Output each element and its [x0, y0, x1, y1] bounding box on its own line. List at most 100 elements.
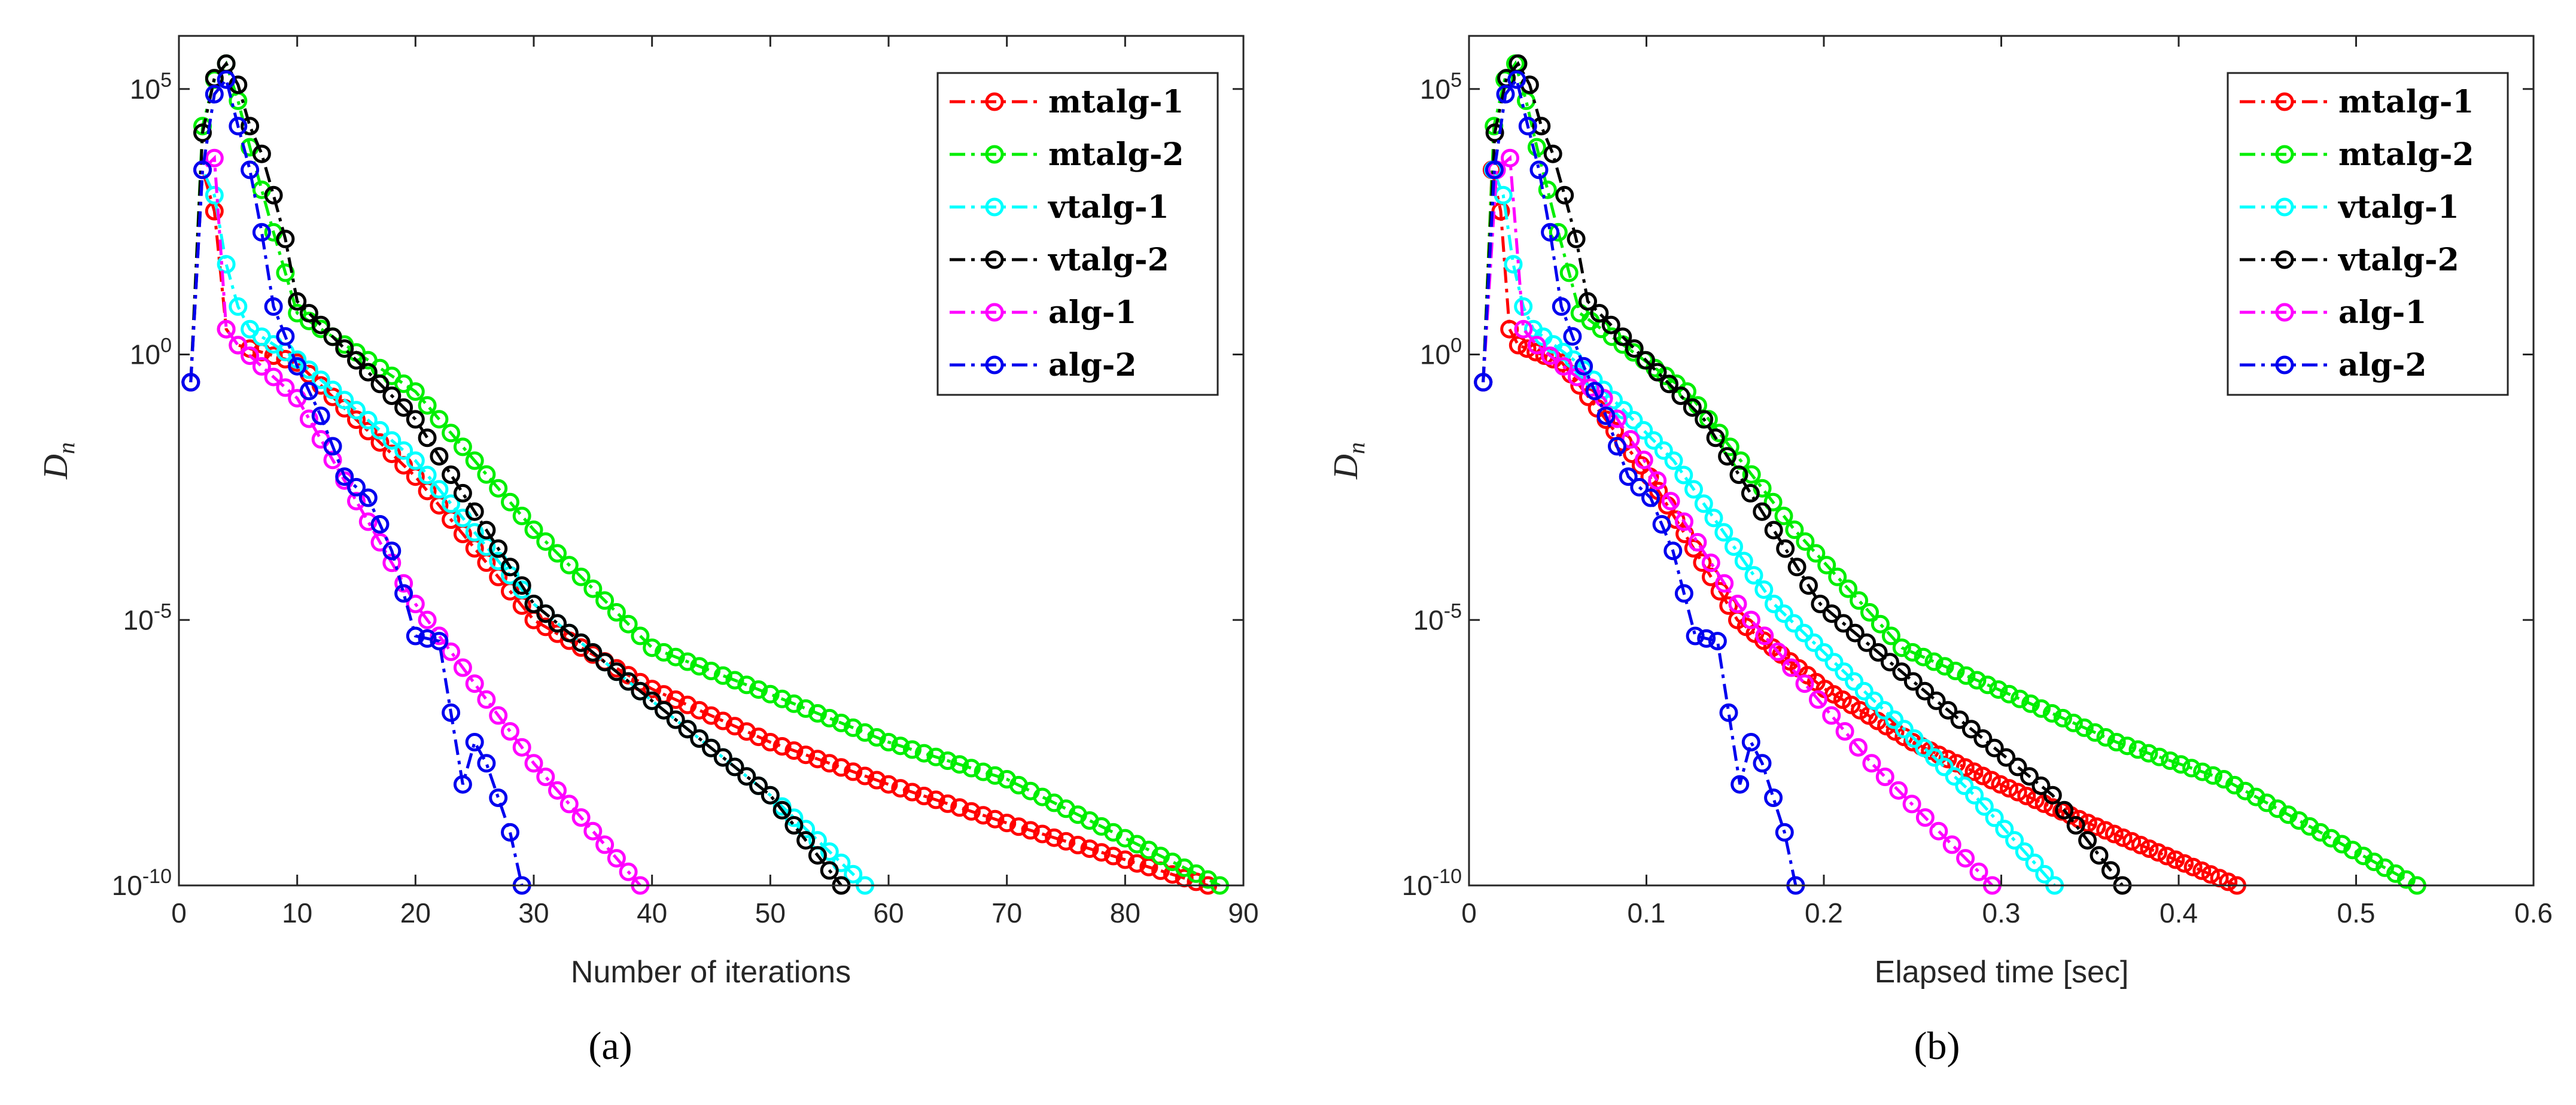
legend-box [936, 72, 1219, 396]
data-point [1567, 229, 1586, 248]
data-point [299, 360, 318, 379]
y-tick-label: 10-5 [123, 599, 172, 635]
data-point [1741, 483, 1760, 503]
series-line [1482, 60, 2124, 887]
data-point [2025, 853, 2044, 872]
data-point [2017, 787, 2036, 805]
data-point [1706, 428, 1725, 448]
data-point [1889, 781, 1908, 800]
legend-item-alg-2: alg-2 [950, 347, 1137, 383]
data-point [1663, 541, 1683, 561]
data-point [1989, 680, 2008, 699]
data-point [2005, 831, 2024, 850]
data-point [1862, 754, 1881, 773]
data-point [737, 767, 756, 786]
data-point [914, 744, 933, 763]
data-point [418, 629, 437, 648]
data-point [1634, 450, 1653, 470]
data-point [2204, 766, 2222, 785]
data-point [1683, 398, 1702, 417]
data-point [252, 357, 271, 376]
legend-item-vtalg-2: vtalg-2 [2240, 242, 2459, 278]
data-point [453, 658, 472, 677]
data-point [879, 733, 898, 751]
data-point [501, 558, 519, 577]
data-point [1808, 690, 1827, 709]
legend-label: alg-1 [2338, 294, 2427, 331]
data-point [595, 653, 615, 672]
legend-label: mtalg-2 [1048, 136, 1184, 173]
x-tick-label: 0.1 [1628, 897, 1666, 929]
data-point [1785, 520, 1804, 539]
data-point [1719, 703, 1738, 722]
data-point [299, 382, 318, 401]
data-point [559, 794, 579, 814]
data-point [1115, 850, 1135, 869]
legend-item-mtalg-2: mtalg-2 [2240, 136, 2474, 173]
data-point [465, 674, 484, 693]
data-point [1744, 566, 1763, 585]
data-point [1704, 509, 1723, 528]
data-point [2078, 831, 2097, 850]
data-point [1080, 839, 1099, 859]
data-point [382, 431, 402, 450]
data-point [217, 319, 236, 339]
data-point [702, 662, 720, 680]
data-point [713, 666, 732, 685]
data-point [394, 398, 413, 417]
data-point [666, 710, 685, 729]
data-point [2008, 757, 2027, 777]
data-point [1991, 775, 2010, 794]
y-tick-label: 100 [130, 334, 172, 370]
data-point [1742, 465, 1761, 484]
data-point [1925, 748, 1944, 767]
x-tick-label: 10 [282, 897, 312, 929]
data-point [2015, 842, 2034, 861]
legend-label: alg-2 [2338, 347, 2427, 383]
data-point [205, 185, 224, 205]
data-point [477, 690, 496, 709]
data-point [453, 437, 472, 456]
data-point [430, 410, 449, 429]
data-point [548, 781, 567, 800]
data-point [512, 738, 531, 757]
data-point [1496, 84, 1515, 104]
data-point [1845, 623, 1865, 643]
data-point [1995, 820, 2014, 839]
data-point [643, 638, 662, 657]
data-point [1674, 465, 1693, 485]
data-point [1961, 720, 1981, 739]
data-point [241, 117, 260, 136]
data-point [1554, 357, 1573, 376]
data-point [1894, 720, 1914, 739]
data-point [524, 754, 543, 773]
data-point [1753, 502, 1772, 521]
data-point [974, 806, 993, 825]
data-point [914, 787, 933, 805]
legend-item-vtalg-2: vtalg-2 [950, 242, 1169, 278]
data-point [950, 755, 969, 774]
data-point [2085, 723, 2104, 742]
data-point [808, 704, 827, 723]
data-point [619, 862, 638, 881]
data-point [2128, 740, 2148, 759]
data-point [2171, 755, 2191, 774]
data-point [524, 595, 543, 613]
data-point [311, 406, 330, 425]
legend-swatch-marker [2275, 197, 2294, 217]
data-point [1485, 160, 1504, 179]
data-point [1552, 297, 1571, 316]
data-point [1654, 441, 1673, 460]
data-point [926, 790, 945, 809]
data-point [1527, 336, 1546, 355]
legend-swatch-marker [985, 92, 1004, 111]
data-point [288, 292, 307, 311]
legend-swatch-marker [985, 355, 1004, 375]
data-point [406, 382, 425, 401]
series-line [1482, 76, 1798, 886]
data-point [749, 776, 768, 795]
data-point [1822, 706, 1841, 725]
data-point [619, 614, 638, 634]
y-tick-label: 105 [1420, 69, 1462, 105]
data-point [938, 794, 957, 813]
